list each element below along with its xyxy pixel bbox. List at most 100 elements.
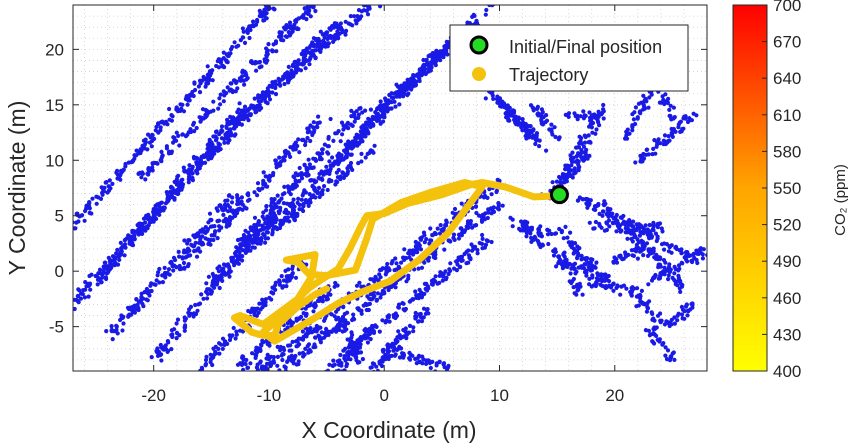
- cloud-point: [334, 170, 339, 175]
- cloud-point: [307, 129, 312, 134]
- cloud-point: [354, 132, 359, 137]
- cloud-point: [305, 50, 310, 55]
- cloud-point: [394, 82, 399, 87]
- cloud-point: [245, 365, 250, 370]
- cloud-point: [118, 317, 123, 323]
- colorbar-tick-label: 490: [773, 252, 801, 271]
- cloud-point: [611, 281, 616, 286]
- cloud-point: [401, 355, 406, 360]
- cloud-point: [243, 228, 248, 233]
- cloud-point: [212, 224, 217, 229]
- cloud-point: [220, 64, 225, 69]
- cloud-point: [176, 107, 181, 113]
- cloud-point: [292, 22, 297, 27]
- cloud-point: [497, 101, 502, 106]
- cloud-point: [602, 203, 607, 208]
- cloud-point: [313, 55, 318, 60]
- cloud-point: [571, 285, 576, 290]
- cloud-point: [485, 195, 490, 200]
- cloud-point: [127, 239, 132, 244]
- cloud-point: [360, 134, 365, 139]
- cloud-point: [540, 242, 545, 247]
- cloud-point: [99, 280, 104, 285]
- cloud-point: [417, 243, 422, 248]
- cloud-point: [328, 116, 333, 122]
- cloud-point: [307, 162, 312, 167]
- cloud-point: [371, 115, 376, 120]
- cloud-point: [278, 222, 283, 227]
- cloud-point: [223, 340, 228, 345]
- cloud-point: [314, 38, 319, 43]
- cloud-point: [205, 296, 210, 301]
- cloud-point: [115, 176, 120, 181]
- cloud-point: [185, 241, 190, 246]
- cloud-point: [217, 203, 222, 208]
- cloud-point: [645, 253, 651, 258]
- cloud-point: [576, 265, 581, 270]
- cloud-point: [307, 62, 312, 67]
- cloud-point: [363, 335, 368, 340]
- cloud-point: [524, 225, 530, 230]
- cloud-point: [489, 239, 494, 245]
- cloud-point: [425, 62, 430, 67]
- cloud-point: [232, 40, 237, 45]
- cloud-point: [248, 237, 253, 242]
- cloud-point: [414, 295, 419, 300]
- cloud-point: [382, 291, 387, 296]
- cloud-point: [282, 149, 288, 154]
- cloud-point: [186, 174, 192, 179]
- cloud-point: [389, 91, 394, 96]
- cloud-point: [325, 329, 330, 334]
- cloud-point: [96, 275, 101, 280]
- cloud-point: [325, 371, 329, 375]
- cloud-point: [267, 343, 272, 348]
- cloud-point: [261, 90, 266, 95]
- cloud-point: [205, 287, 210, 292]
- cloud-point: [330, 155, 335, 160]
- cloud-point: [224, 52, 229, 57]
- cloud-point: [373, 110, 378, 115]
- cloud-point: [619, 255, 624, 260]
- cloud-point: [147, 140, 153, 145]
- cloud-point: [229, 81, 234, 86]
- cloud-point: [156, 352, 161, 357]
- cloud-point: [279, 34, 284, 39]
- cloud-point: [500, 203, 505, 208]
- cloud-point: [190, 164, 195, 169]
- cloud-point: [397, 102, 402, 107]
- cloud-point: [166, 267, 172, 272]
- cloud-point: [101, 270, 106, 275]
- cloud-point: [270, 90, 275, 95]
- cloud-point: [672, 357, 677, 362]
- cloud-point: [305, 5, 310, 10]
- cloud-point: [225, 198, 230, 203]
- cloud-point: [444, 46, 449, 51]
- cloud-point: [103, 265, 108, 270]
- cloud-point: [656, 263, 661, 268]
- cloud-point: [87, 273, 92, 279]
- cloud-point: [235, 86, 240, 91]
- cloud-point: [213, 351, 218, 356]
- cloud-point: [593, 265, 598, 270]
- cloud-point: [435, 226, 440, 231]
- cloud-point: [618, 215, 623, 220]
- cloud-point: [673, 282, 678, 287]
- cloud-point: [227, 266, 232, 271]
- cloud-point: [221, 212, 226, 217]
- cloud-point: [370, 277, 375, 282]
- cloud-point: [540, 122, 546, 127]
- cloud-point: [164, 144, 169, 149]
- cloud-point: [314, 124, 319, 129]
- cloud-point: [416, 266, 421, 271]
- cloud-point: [142, 142, 147, 147]
- cloud-point: [655, 257, 660, 262]
- cloud-point: [209, 217, 214, 223]
- cloud-point: [579, 136, 584, 141]
- x-tick-label: -10: [257, 386, 282, 405]
- cloud-point: [102, 260, 107, 265]
- cloud-point: [270, 230, 275, 235]
- cloud-point: [304, 58, 309, 64]
- cloud-point: [121, 167, 126, 172]
- cloud-point: [144, 297, 149, 302]
- cloud-point: [406, 273, 411, 278]
